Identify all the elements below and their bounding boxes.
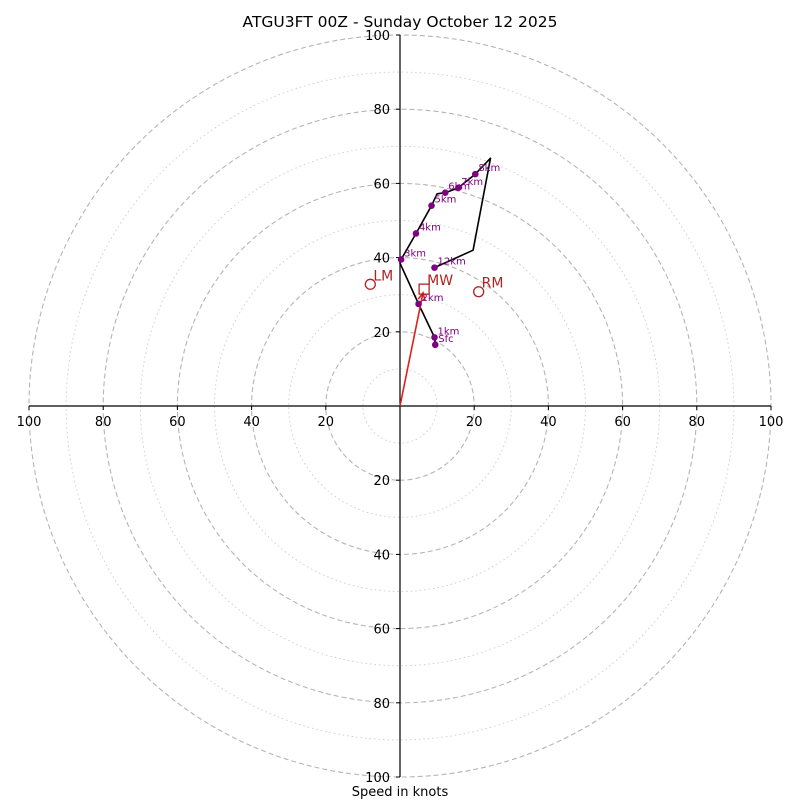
storm-motion-markers: MW LM RM bbox=[364, 268, 504, 298]
height-label-5km: 5km bbox=[435, 195, 457, 206]
chart-title: ATGU3FT 00Z - Sunday October 12 2025 bbox=[243, 13, 558, 31]
marker-label-MW: MW bbox=[427, 273, 453, 289]
tick-label-bottom-20: 20 bbox=[373, 474, 390, 489]
height-point-5km bbox=[428, 202, 435, 209]
marker-LM bbox=[364, 278, 376, 290]
tick-label-bottom-80: 80 bbox=[373, 697, 390, 712]
height-point-7km bbox=[454, 184, 462, 192]
tick-label-top-80: 80 bbox=[373, 103, 390, 118]
height-point-2km bbox=[415, 300, 422, 308]
height-label-3km: 3km bbox=[404, 248, 426, 259]
height-point-3km bbox=[397, 256, 405, 263]
storm-motion-vector bbox=[399, 292, 424, 407]
hodograph-line bbox=[399, 157, 492, 345]
marker-RM bbox=[473, 286, 485, 298]
tick-label-left-100: 100 bbox=[17, 415, 42, 430]
height-label-7km: 7km bbox=[461, 177, 483, 188]
tick-label-right-40: 40 bbox=[540, 415, 557, 430]
tick-label-left-60: 60 bbox=[169, 415, 186, 430]
height-label-4km: 4km bbox=[419, 222, 441, 233]
tick-label-bottom-40: 40 bbox=[373, 548, 390, 563]
tick-label-top-20: 20 bbox=[373, 326, 390, 341]
x-axis-label: Speed in knots bbox=[352, 785, 449, 800]
tick-label-left-20: 20 bbox=[318, 415, 335, 430]
tick-label-right-60: 60 bbox=[614, 415, 631, 430]
height-label-12km: 12km bbox=[438, 257, 466, 268]
height-point-1km bbox=[431, 334, 438, 341]
storm-motion-arrowhead bbox=[417, 290, 426, 301]
height-point-Sfc bbox=[431, 341, 439, 349]
tick-label-left-40: 40 bbox=[243, 415, 260, 430]
height-label-2km: 2km bbox=[422, 293, 444, 304]
height-point-8km bbox=[472, 170, 479, 178]
marker-label-LM: LM bbox=[373, 268, 393, 284]
height-point-6km bbox=[441, 189, 449, 196]
height-point-12km bbox=[431, 264, 438, 271]
tick-label-top-60: 60 bbox=[373, 177, 390, 192]
height-label-Sfc: Sfc bbox=[438, 334, 453, 345]
tick-label-right-80: 80 bbox=[689, 415, 706, 430]
hodograph-trace: Sfc1km2km3km4km5km6km7km8km12km bbox=[397, 157, 500, 407]
marker-MW bbox=[418, 283, 430, 295]
tick-label-bottom-60: 60 bbox=[373, 623, 390, 638]
marker-label-RM: RM bbox=[482, 276, 504, 292]
tick-label-bottom-100: 100 bbox=[365, 771, 390, 786]
tick-label-right-20: 20 bbox=[466, 415, 483, 430]
height-label-8km: 8km bbox=[478, 163, 500, 174]
tick-label-left-80: 80 bbox=[95, 415, 112, 430]
height-label-1km: 1km bbox=[438, 326, 460, 337]
tick-label-top-40: 40 bbox=[373, 252, 390, 267]
tick-label-top-100: 100 bbox=[365, 29, 390, 44]
tick-label-right-100: 100 bbox=[759, 415, 784, 430]
height-point-4km bbox=[412, 230, 420, 237]
tick-labels: 100 20 20 20 80 40 40 40 60 60 60 60 40 80 80 80 20 100 10… bbox=[17, 29, 784, 786]
